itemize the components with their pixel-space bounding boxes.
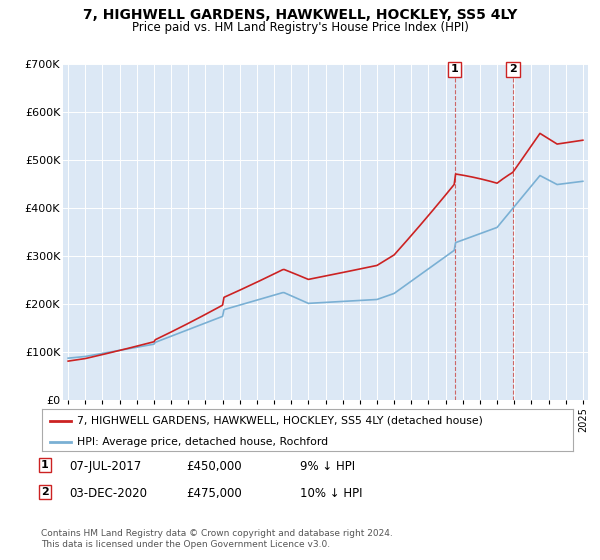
Text: £475,000: £475,000 [186,487,242,500]
Text: 2: 2 [41,487,49,497]
Text: 10% ↓ HPI: 10% ↓ HPI [300,487,362,500]
Text: 1: 1 [41,460,49,470]
Text: Price paid vs. HM Land Registry's House Price Index (HPI): Price paid vs. HM Land Registry's House … [131,21,469,34]
Text: 03-DEC-2020: 03-DEC-2020 [69,487,147,500]
Text: 7, HIGHWELL GARDENS, HAWKWELL, HOCKLEY, SS5 4LY (detached house): 7, HIGHWELL GARDENS, HAWKWELL, HOCKLEY, … [77,416,482,426]
Text: 1: 1 [451,64,458,74]
Text: 2: 2 [509,64,517,74]
Text: 07-JUL-2017: 07-JUL-2017 [69,460,141,473]
Text: 9% ↓ HPI: 9% ↓ HPI [300,460,355,473]
Text: HPI: Average price, detached house, Rochford: HPI: Average price, detached house, Roch… [77,437,328,446]
Text: Contains HM Land Registry data © Crown copyright and database right 2024.
This d: Contains HM Land Registry data © Crown c… [41,529,392,549]
Text: 7, HIGHWELL GARDENS, HAWKWELL, HOCKLEY, SS5 4LY: 7, HIGHWELL GARDENS, HAWKWELL, HOCKLEY, … [83,8,517,22]
Text: £450,000: £450,000 [186,460,242,473]
